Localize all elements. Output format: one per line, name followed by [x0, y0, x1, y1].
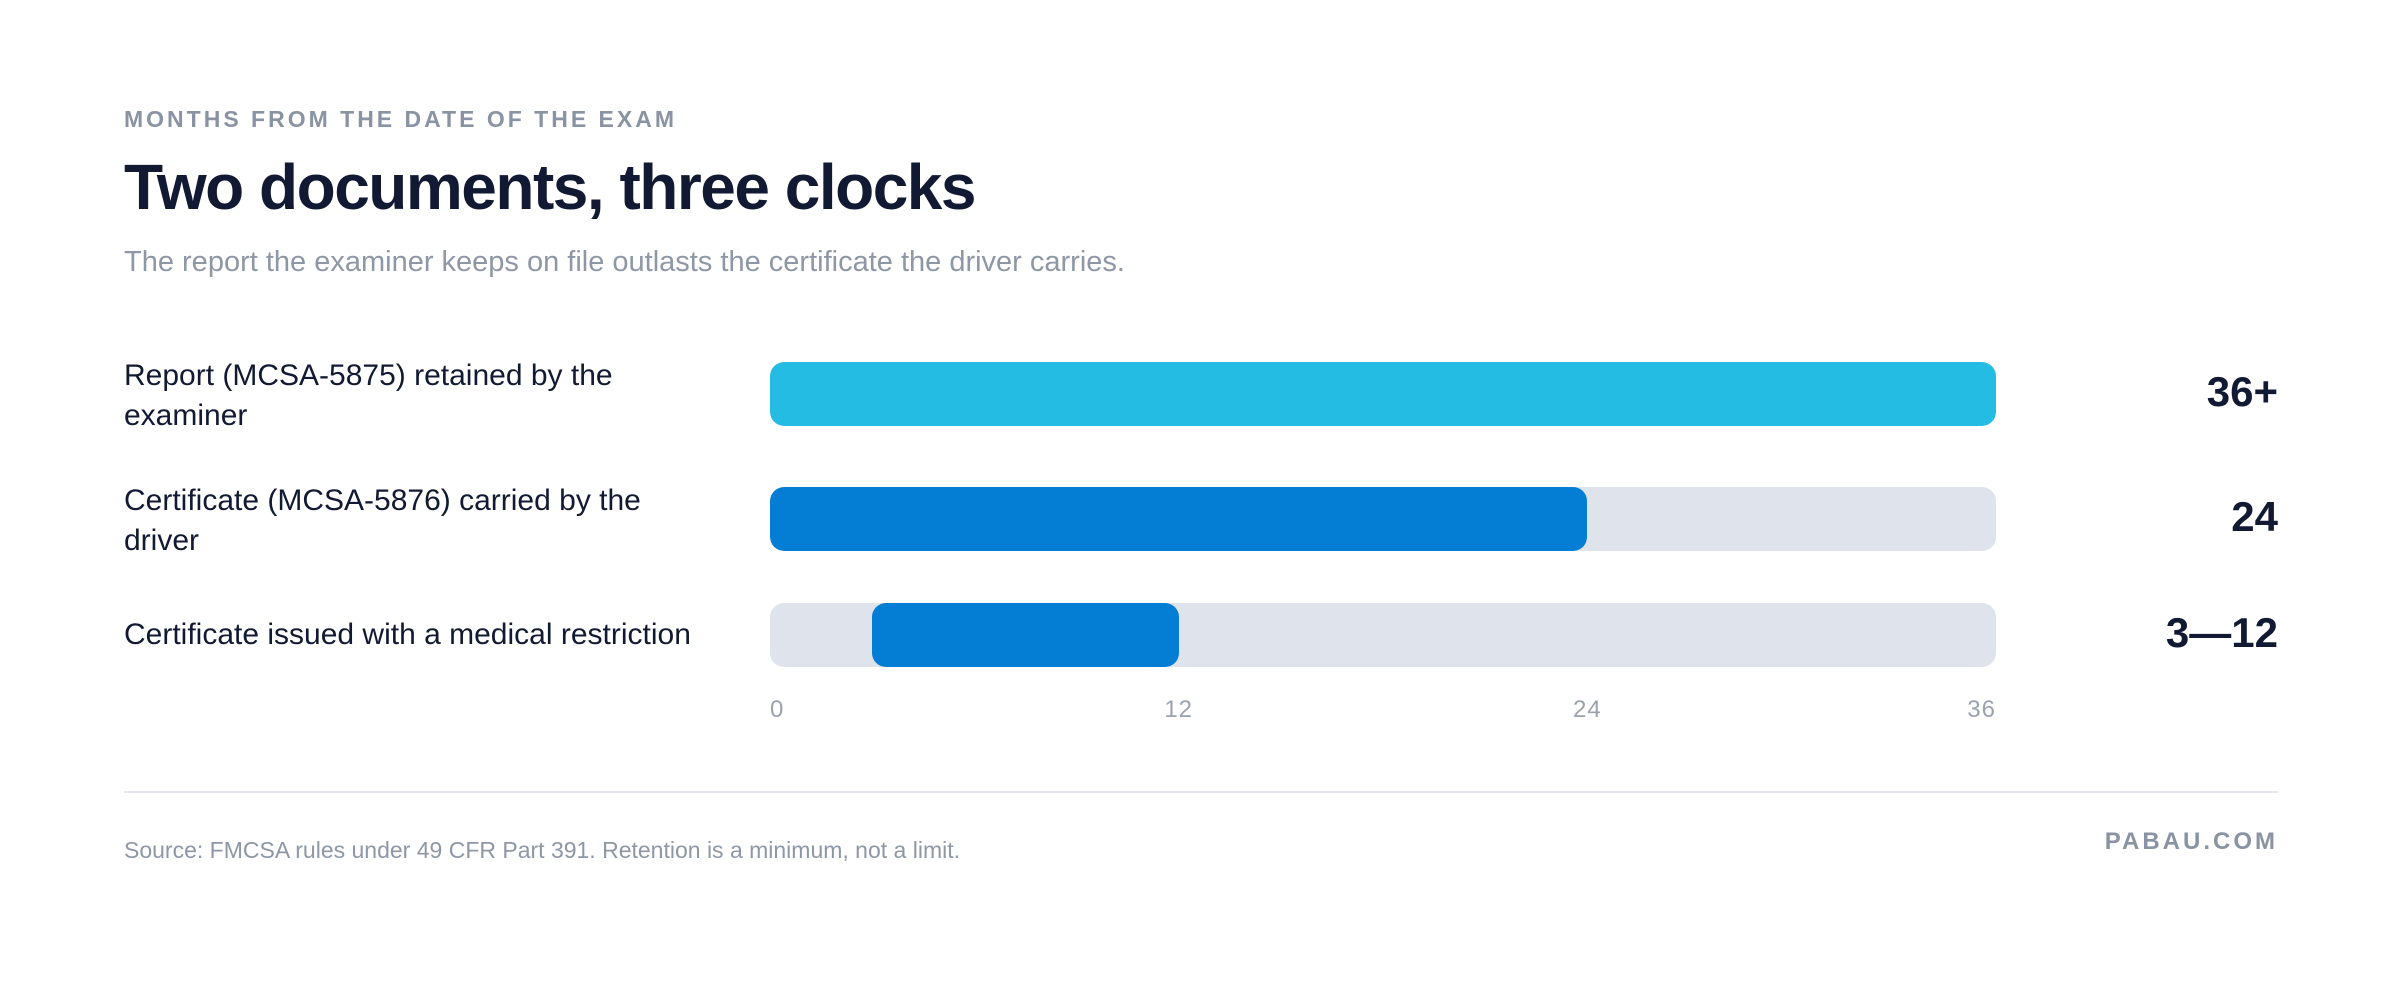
eyebrow-label: MONTHS FROM THE DATE OF THE EXAM — [124, 106, 678, 132]
brand-label: PABAU.COM — [2104, 828, 2278, 855]
value-label-restricted: 3—12 — [2165, 609, 2278, 656]
x-tick-label: 24 — [1572, 696, 1602, 723]
value-label-report: 36+ — [2206, 368, 2278, 415]
x-tick-label: 0 — [770, 696, 785, 723]
chart-title: Two documents, three clocks — [124, 151, 976, 223]
bar-track-certificate — [770, 487, 1996, 551]
bar-track-restricted — [770, 603, 1996, 667]
source-note: Source: FMCSA rules under 49 CFR Part 39… — [124, 837, 960, 863]
value-label-certificate: 24 — [2231, 493, 2278, 540]
x-tick-label: 36 — [1967, 696, 1996, 723]
bar-restricted — [872, 603, 1179, 667]
bar-report — [770, 362, 1996, 426]
row-label-report: Report (MCSA-5875) retained by the exami… — [124, 359, 613, 432]
row-label-certificate: Certificate (MCSA-5876) carried by the d… — [124, 484, 641, 557]
row-label-restricted: Certificate issued with a medical restri… — [124, 618, 691, 651]
x-tick-label: 12 — [1164, 696, 1194, 723]
bar-certificate — [770, 487, 1588, 551]
chart-subtitle: The report the examiner keeps on file ou… — [124, 246, 1125, 278]
bar-track-report — [770, 362, 1996, 426]
footer-divider — [124, 791, 2278, 793]
